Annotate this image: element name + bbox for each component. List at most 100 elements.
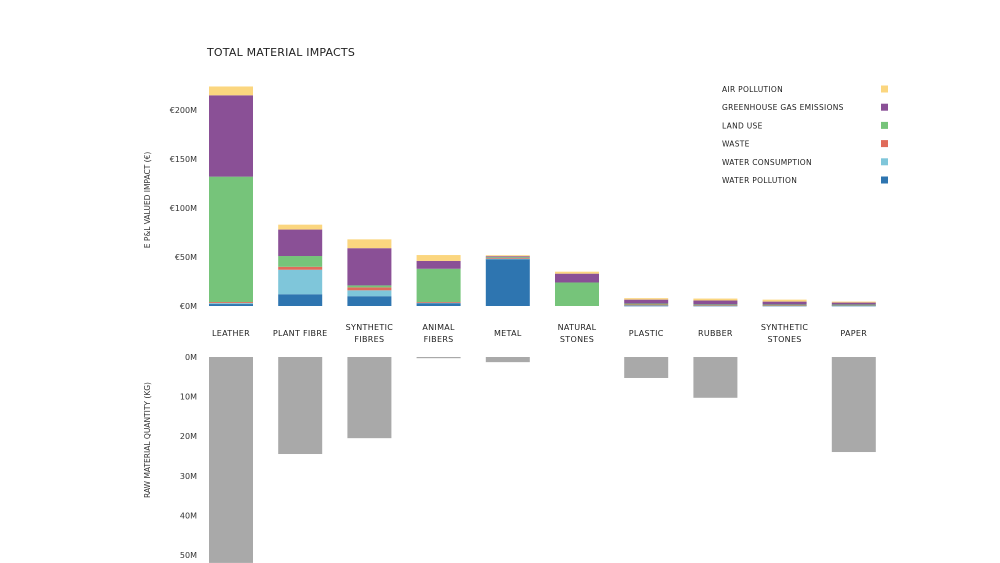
bar-segment xyxy=(209,303,253,305)
bar-segment xyxy=(209,95,253,177)
bar-segment xyxy=(624,298,669,300)
bar-segment xyxy=(347,285,392,288)
bar-segment xyxy=(416,302,461,303)
legend-swatch xyxy=(881,85,888,93)
bar-segment xyxy=(693,304,738,306)
quantity-bar xyxy=(831,357,876,453)
category-label: STONES xyxy=(560,335,594,344)
category-label: FIBERS xyxy=(424,335,454,344)
category-label: NATURAL xyxy=(558,323,597,332)
bottom-bars xyxy=(209,357,876,563)
top-y-tick-label: €150M xyxy=(170,155,197,164)
category-label: ANIMAL xyxy=(422,323,455,332)
bar-segment xyxy=(555,282,599,306)
bar-segment xyxy=(624,305,669,306)
bar-segment xyxy=(624,305,669,307)
bottom-y-tick-label: 0M xyxy=(185,353,197,362)
legend-swatch xyxy=(881,140,888,148)
top-bars xyxy=(209,86,876,307)
bar-segment xyxy=(485,257,530,259)
bar-segment xyxy=(416,255,461,261)
bar-segment xyxy=(416,302,461,304)
bar-segment xyxy=(209,86,253,96)
bar-segment xyxy=(693,298,738,301)
quantity-bar xyxy=(278,357,323,455)
bar-segment xyxy=(831,304,876,306)
top-y-tick-label: €100M xyxy=(170,204,197,213)
bar-segment xyxy=(485,258,530,306)
bar-segment xyxy=(831,305,876,307)
quantity-bar xyxy=(209,357,253,563)
bar-segment xyxy=(624,304,669,306)
bar-segment xyxy=(278,266,323,270)
category-label: RUBBER xyxy=(698,329,733,338)
category-label: SYNTHETIC xyxy=(761,323,809,332)
top-y-tick-label: €50M xyxy=(175,253,197,262)
legend-swatch xyxy=(881,103,888,111)
top-y-axis-label: E P&L VALUED IMPACT (€) xyxy=(143,152,152,249)
bottom-y-ticks: 0M 10M 20M 30M 40M 50M xyxy=(180,353,197,560)
legend-label: WASTE xyxy=(722,140,750,149)
bar-segment xyxy=(347,296,392,306)
chart-title: TOTAL MATERIAL IMPACTS xyxy=(206,46,355,59)
bar-segment xyxy=(278,224,323,230)
bar-segment xyxy=(762,304,807,306)
bar-segment xyxy=(485,258,530,260)
bottom-y-tick-label: 10M xyxy=(180,393,197,402)
top-y-tick-label: €0M xyxy=(180,302,197,311)
category-labels: LEATHER PLANT FIBRE SYNTHETIC FIBRES ANIMAL F… xyxy=(212,323,867,344)
bar-segment xyxy=(762,301,807,305)
bar-segment xyxy=(555,273,599,283)
bar-segment xyxy=(347,287,392,291)
bar-segment xyxy=(485,257,530,258)
bar-segment xyxy=(416,303,461,306)
legend-label: LAND USE xyxy=(722,121,763,130)
bar-segment xyxy=(693,304,738,306)
top-y-ticks: €0M €50M €100M €150M €200M xyxy=(170,106,197,311)
bottom-y-tick-label: 20M xyxy=(180,432,197,441)
bar-segment xyxy=(278,256,323,267)
legend-swatch xyxy=(881,158,888,166)
bar-segment xyxy=(624,299,669,304)
legend-label: WATER CONSUMPTION xyxy=(722,158,812,167)
category-label: FIBRES xyxy=(354,335,384,344)
top-y-tick-label: €200M xyxy=(170,106,197,115)
quantity-bar xyxy=(624,357,669,378)
bar-segment xyxy=(762,299,807,302)
bar-segment xyxy=(831,301,876,303)
bar-segment xyxy=(209,176,253,303)
bar-segment xyxy=(762,305,807,306)
quantity-bar xyxy=(416,357,461,359)
bar-segment xyxy=(555,271,599,274)
quantity-bar xyxy=(693,357,738,398)
bar-segment xyxy=(485,256,530,258)
category-label: PLANT FIBRE xyxy=(273,329,328,338)
bottom-y-tick-label: 50M xyxy=(180,551,197,560)
legend-label: AIR POLLUTION xyxy=(722,85,783,94)
bottom-y-axis-label: RAW MATERIAL QUANTITY (KG) xyxy=(143,382,152,498)
legend-swatch xyxy=(881,176,888,184)
category-label: PLASTIC xyxy=(629,329,664,338)
category-label: METAL xyxy=(494,329,522,338)
bar-segment xyxy=(278,269,323,295)
quantity-bar xyxy=(485,357,530,363)
bar-segment xyxy=(624,303,669,305)
bar-segment xyxy=(278,294,323,306)
category-label: PAPER xyxy=(840,329,867,338)
bar-segment xyxy=(278,229,323,257)
bar-segment xyxy=(347,239,392,249)
bar-segment xyxy=(347,290,392,297)
bar-segment xyxy=(209,304,253,306)
bar-segment xyxy=(693,300,738,305)
bar-segment xyxy=(209,302,253,304)
bottom-y-tick-label: 40M xyxy=(180,511,197,520)
category-label: SYNTHETIC xyxy=(346,323,394,332)
category-label: STONES xyxy=(768,335,802,344)
legend: AIR POLLUTION GREENHOUSE GAS EMISSIONS LAN… xyxy=(722,85,888,185)
legend-label: GREENHOUSE GAS EMISSIONS xyxy=(722,103,844,112)
legend-label: WATER POLLUTION xyxy=(722,176,797,185)
bottom-y-tick-label: 30M xyxy=(180,472,197,481)
bar-segment xyxy=(416,268,461,303)
bar-segment xyxy=(347,248,392,286)
